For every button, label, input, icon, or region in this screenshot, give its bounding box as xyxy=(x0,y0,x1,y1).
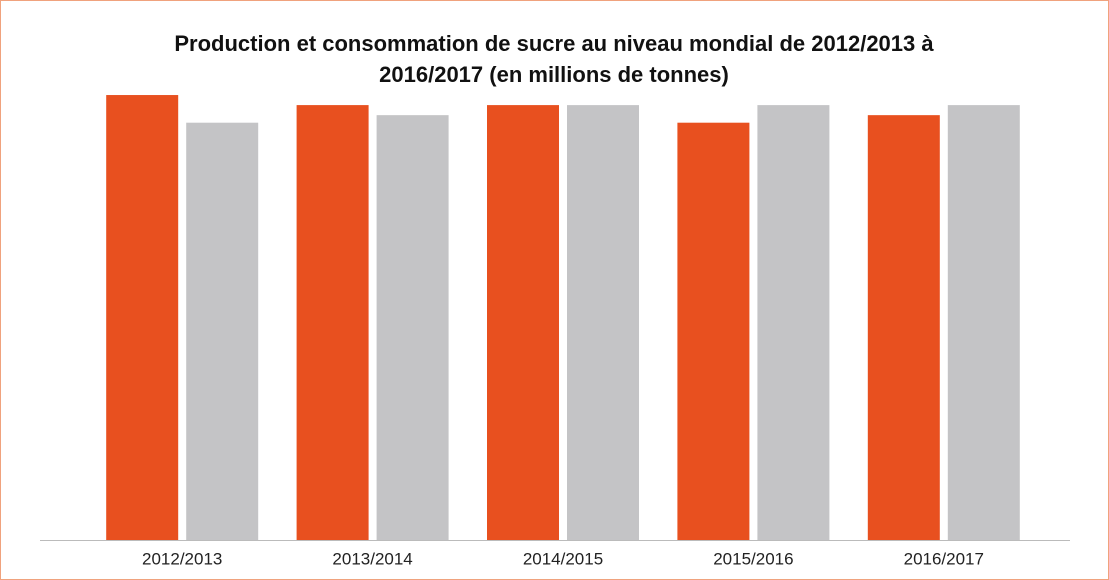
bar xyxy=(376,115,449,541)
x-tick-label: 2014/2015 xyxy=(523,549,603,568)
bar xyxy=(186,122,259,540)
bar xyxy=(757,105,830,540)
bar xyxy=(677,122,750,540)
x-tick-label: 2016/2017 xyxy=(904,549,984,568)
x-tick-label: 2015/2016 xyxy=(713,549,793,568)
chart-title: Production et consommation de sucre au n… xyxy=(174,31,934,87)
bar xyxy=(487,105,559,540)
bar xyxy=(867,115,940,541)
bar xyxy=(106,95,179,541)
bar xyxy=(296,105,369,540)
x-tick-label: 2013/2014 xyxy=(332,549,412,568)
bar xyxy=(567,105,639,540)
bar xyxy=(947,105,1020,540)
x-tick-label: 2012/2013 xyxy=(142,549,222,568)
